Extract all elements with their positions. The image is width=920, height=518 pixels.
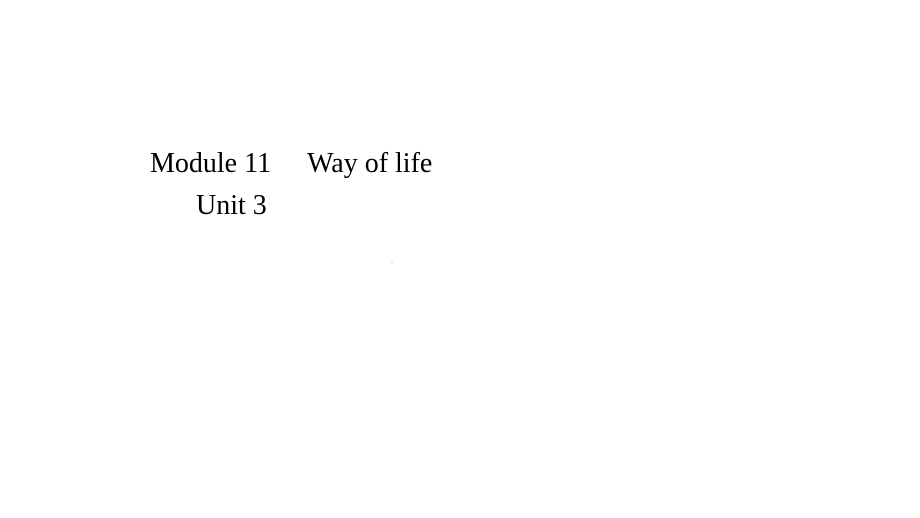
module-title: Way of life: [307, 148, 432, 179]
unit-label: Unit 3: [196, 190, 267, 221]
heading-line-one: Module 11 Way of life: [150, 148, 432, 180]
watermark-dot: ·: [389, 253, 395, 274]
module-label: Module 11: [150, 148, 271, 179]
slide-content: Module 11 Way of life Unit 3: [150, 148, 432, 222]
heading-line-two: Unit 3: [196, 190, 432, 222]
